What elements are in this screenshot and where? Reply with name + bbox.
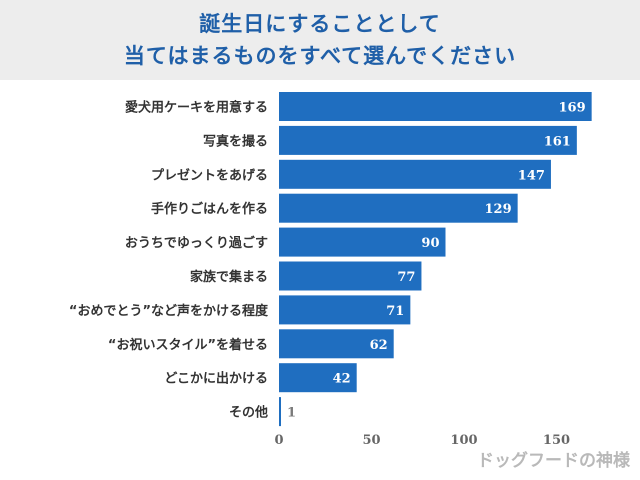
bar xyxy=(279,92,592,121)
x-tick-label: 150 xyxy=(543,433,570,448)
bar xyxy=(279,295,411,325)
data-label: 77 xyxy=(397,270,415,285)
data-label: 147 xyxy=(518,168,545,183)
bar xyxy=(279,363,357,393)
data-label: 62 xyxy=(370,338,388,353)
data-label: 169 xyxy=(559,101,586,116)
data-label: 1 xyxy=(287,406,296,421)
chart-title-line-2: 当てはまるものをすべて選んでください xyxy=(123,44,517,68)
bar xyxy=(279,159,551,189)
bar xyxy=(279,193,518,223)
category-label: どこかに出かける xyxy=(164,371,268,387)
x-tick-label: 50 xyxy=(362,433,380,448)
data-label: 161 xyxy=(544,134,571,149)
bar xyxy=(279,227,446,257)
bar xyxy=(279,261,422,291)
category-label: “お祝いスタイル”を着せる xyxy=(108,337,268,353)
chart-header: 誕生日にすることとして 当てはまるものをすべて選んでください xyxy=(0,0,640,80)
x-tick-label: 100 xyxy=(450,433,477,448)
category-label: 家族で集まる xyxy=(190,269,268,285)
category-label: おうちでゆっくり過ごす xyxy=(125,235,268,251)
data-label: 71 xyxy=(386,304,404,319)
watermark-logo: ドッグフードの神様 xyxy=(477,451,630,471)
bar xyxy=(279,125,577,155)
x-tick-label: 0 xyxy=(274,433,283,448)
bar xyxy=(279,397,281,427)
category-label: プレゼントをあげる xyxy=(151,167,268,183)
category-label: 写真を撮る xyxy=(203,133,268,149)
category-label: その他 xyxy=(229,405,268,421)
category-label: 手作りごはんを作る xyxy=(151,201,268,217)
chart-title-line-1: 誕生日にすることとして xyxy=(199,12,441,36)
data-label: 90 xyxy=(421,236,439,251)
category-label: “おめでとう”など声をかける程度 xyxy=(69,303,269,319)
data-label: 129 xyxy=(485,202,512,217)
data-label: 42 xyxy=(333,372,351,387)
bar xyxy=(279,329,394,359)
category-label: 愛犬用ケーキを用意する xyxy=(125,100,268,116)
